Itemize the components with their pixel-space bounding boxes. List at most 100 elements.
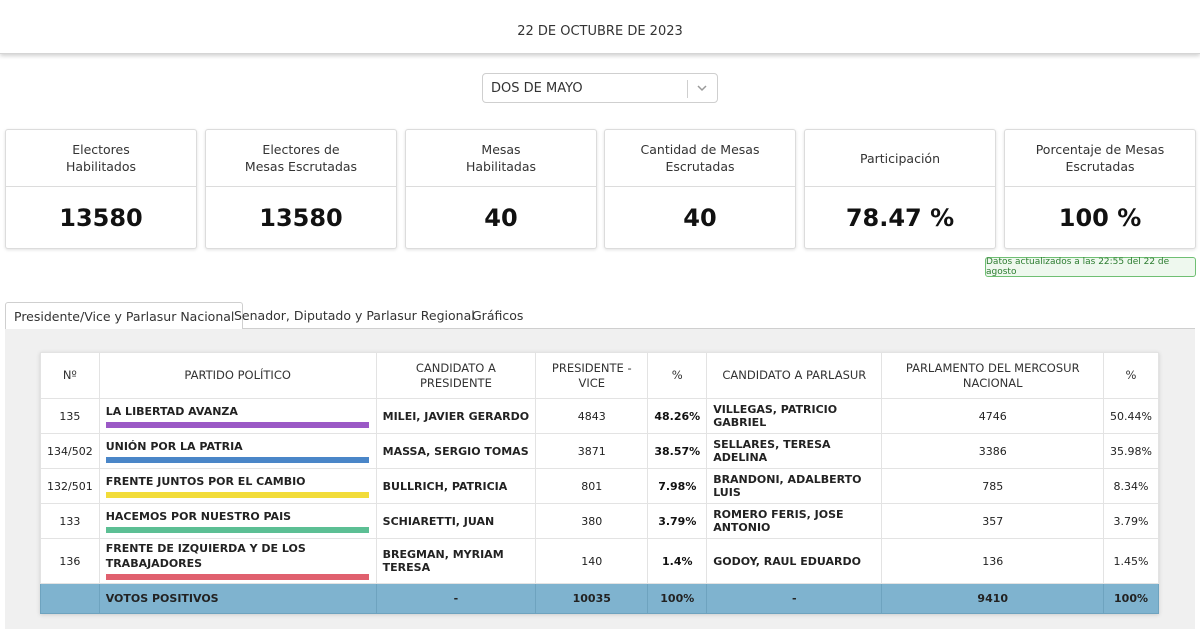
- cell-candidato-presidente: MILEI, JAVIER GERARDO: [375, 398, 537, 434]
- card-cantidad-mesas-escrutadas: Cantidad de Mesas Escrutadas 40: [604, 129, 796, 249]
- party-name: UNIÓN POR LA PATRIA: [105, 439, 243, 453]
- district-select-value: DOS DE MAYO: [491, 81, 583, 96]
- tab-presidente-parlasur-nacional[interactable]: Presidente/Vice y Parlasur Nacional: [5, 302, 244, 330]
- cell-votos-presidente: 4843: [535, 398, 649, 434]
- cell-nro: [40, 583, 100, 614]
- cell-pct-parlasur: 50.44%: [1103, 398, 1159, 434]
- cell-party: UNIÓN POR LA PATRIA: [98, 433, 377, 469]
- card-mesas-habilitadas: Mesas Habilitadas 40: [405, 129, 597, 249]
- card-label: Porcentaje de Mesas Escrutadas: [1005, 130, 1195, 187]
- col-header-candidato-parlasur: CANDIDATO A PARLASUR: [706, 352, 883, 399]
- cell-party: FRENTE JUNTOS POR EL CAMBIO: [98, 468, 377, 504]
- table-row: 133 HACEMOS POR NUESTRO PAIS SCHIARETTI,…: [40, 503, 1159, 539]
- updated-badge: Datos actualizados a las 22:55 del 22 de…: [985, 257, 1196, 277]
- col-header-partido: PARTIDO POLÍTICO: [98, 352, 377, 399]
- col-header-nro: Nº: [40, 352, 100, 399]
- table-row: 134/502 UNIÓN POR LA PATRIA MASSA, SERGI…: [40, 433, 1159, 469]
- cell-candidato-parlasur: ROMERO FERIS, JOSE ANTONIO: [706, 503, 883, 539]
- cell-votos-presidente: 10035: [535, 583, 649, 614]
- table-total-row: VOTOS POSITIVOS - 10035 100% - 9410 100%: [40, 583, 1159, 614]
- col-header-presidente-vice: PRESIDENTE - VICE: [535, 352, 649, 399]
- card-electores-mesas-escrutadas: Electores de Mesas Escrutadas 13580: [205, 129, 397, 249]
- party-name: LA LIBERTAD AVANZA: [105, 404, 238, 418]
- cell-votos-parlasur: 785: [881, 468, 1105, 504]
- card-label: Electores de Mesas Escrutadas: [206, 130, 396, 187]
- party-color-bar: [105, 456, 369, 463]
- cell-total-label: VOTOS POSITIVOS: [98, 583, 377, 614]
- card-electores-habilitados: Electores Habilitados 13580: [5, 129, 197, 249]
- cell-party: FRENTE DE IZQUIERDA Y DE LOS TRABAJADORE…: [98, 538, 377, 584]
- party-color-bar: [105, 526, 369, 533]
- cell-votos-parlasur: 4746: [881, 398, 1105, 434]
- cell-candidato-parlasur: -: [706, 583, 883, 614]
- tab-graficos[interactable]: Gráficos: [472, 308, 524, 323]
- chevron-down-icon[interactable]: [696, 82, 708, 94]
- cell-party: HACEMOS POR NUESTRO PAIS: [98, 503, 377, 539]
- card-label: Mesas Habilitadas: [406, 130, 596, 187]
- party-color-bar: [105, 421, 369, 428]
- card-value: 78.47 %: [845, 204, 955, 232]
- cell-votos-presidente: 380: [535, 503, 649, 539]
- cell-pct-parlasur: 100%: [1103, 583, 1159, 614]
- cell-candidato-parlasur: GODOY, RAUL EDUARDO: [706, 538, 883, 584]
- card-label: Cantidad de Mesas Escrutadas: [605, 130, 795, 187]
- card-label: Participación: [805, 130, 995, 187]
- table-row: 132/501 FRENTE JUNTOS POR EL CAMBIO BULL…: [40, 468, 1159, 504]
- cell-votos-presidente: 3871: [535, 433, 649, 469]
- cell-pct-presidente: 38.57%: [647, 433, 708, 469]
- party-color-bar: [105, 574, 369, 580]
- cell-pct-presidente: 48.26%: [647, 398, 708, 434]
- cell-pct-parlasur: 1.45%: [1103, 538, 1159, 584]
- tab-senador-diputado-parlasur-regional[interactable]: Senador, Diputado y Parlasur Regional: [234, 308, 475, 323]
- col-header-candidato-presidente: CANDIDATO A PRESIDENTE: [375, 352, 537, 399]
- cell-candidato-presidente: BULLRICH, PATRICIA: [375, 468, 537, 504]
- cell-candidato-presidente: SCHIARETTI, JUAN: [375, 503, 537, 539]
- card-value: 100 %: [1058, 204, 1142, 232]
- cell-nro: 135: [40, 398, 100, 434]
- cell-votos-presidente: 140: [535, 538, 649, 584]
- table-row: 135 LA LIBERTAD AVANZA MILEI, JAVIER GER…: [40, 398, 1159, 434]
- card-value: 40: [683, 204, 717, 232]
- card-value: 13580: [259, 204, 343, 232]
- cell-pct-parlasur: 35.98%: [1103, 433, 1159, 469]
- col-header-pct-presidente: %: [647, 352, 708, 399]
- card-value: 13580: [59, 204, 143, 232]
- cell-party: LA LIBERTAD AVANZA: [98, 398, 377, 434]
- cell-votos-parlasur: 136: [881, 538, 1105, 584]
- table-header-row: Nº PARTIDO POLÍTICO CANDIDATO A PRESIDEN…: [40, 352, 1159, 399]
- col-header-pct-parlasur: %: [1103, 352, 1159, 399]
- cell-pct-presidente: 3.79%: [647, 503, 708, 539]
- party-color-bar: [105, 491, 369, 498]
- cell-pct-presidente: 7.98%: [647, 468, 708, 504]
- cell-nro: 132/501: [40, 468, 100, 504]
- card-value: 40: [484, 204, 518, 232]
- cell-candidato-presidente: -: [375, 583, 537, 614]
- election-date: 22 DE OCTUBRE DE 2023: [517, 24, 683, 39]
- card-participacion: Participación 78.47 %: [804, 129, 996, 249]
- district-select[interactable]: DOS DE MAYO: [482, 73, 718, 103]
- cell-votos-presidente: 801: [535, 468, 649, 504]
- cell-votos-parlasur: 3386: [881, 433, 1105, 469]
- results-table: Nº PARTIDO POLÍTICO CANDIDATO A PRESIDEN…: [40, 352, 1159, 614]
- card-label: Electores Habilitados: [6, 130, 196, 187]
- cell-candidato-parlasur: BRANDONI, ADALBERTO LUIS: [706, 468, 883, 504]
- cell-nro: 136: [40, 538, 100, 584]
- cell-votos-parlasur: 9410: [881, 583, 1105, 614]
- cell-pct-presidente: 1.4%: [647, 538, 708, 584]
- cell-votos-parlasur: 357: [881, 503, 1105, 539]
- cell-candidato-parlasur: VILLEGAS, PATRICIO GABRIEL: [706, 398, 883, 434]
- select-separator: [687, 80, 688, 98]
- cell-nro: 133: [40, 503, 100, 539]
- party-name: HACEMOS POR NUESTRO PAIS: [105, 509, 292, 523]
- cell-candidato-presidente: MASSA, SERGIO TOMAS: [375, 433, 537, 469]
- cell-candidato-parlasur: SELLARES, TERESA ADELINA: [706, 433, 883, 469]
- party-name: FRENTE DE IZQUIERDA Y DE LOS TRABAJADORE…: [105, 542, 306, 570]
- table-row: 136 FRENTE DE IZQUIERDA Y DE LOS TRABAJA…: [40, 538, 1159, 584]
- cell-candidato-presidente: BREGMAN, MYRIAM TERESA: [375, 538, 537, 584]
- top-bar: 22 DE OCTUBRE DE 2023: [0, 0, 1200, 54]
- card-porcentaje-mesas-escrutadas: Porcentaje de Mesas Escrutadas 100 %: [1004, 129, 1196, 249]
- cell-pct-presidente: 100%: [647, 583, 708, 614]
- tab-bar: Presidente/Vice y Parlasur Nacional Sena…: [5, 302, 1195, 330]
- party-name: FRENTE JUNTOS POR EL CAMBIO: [105, 474, 306, 488]
- cell-nro: 134/502: [40, 433, 100, 469]
